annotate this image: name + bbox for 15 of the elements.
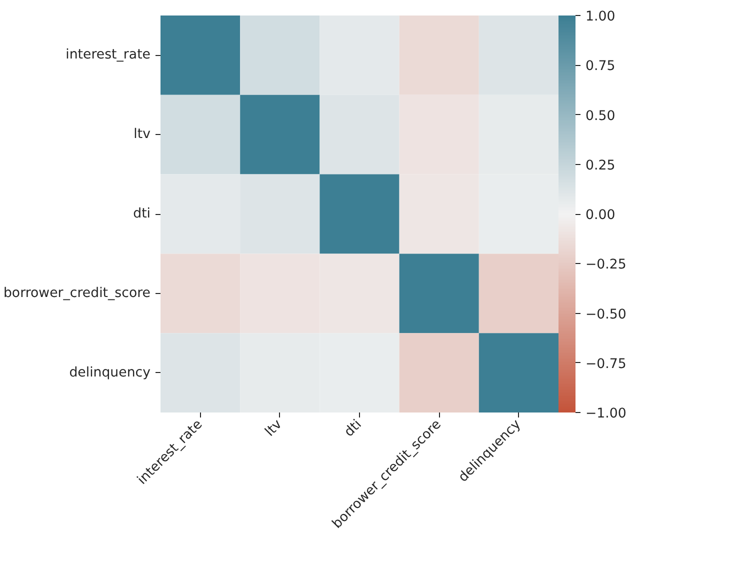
y-tick-label: borrower_credit_score	[3, 286, 151, 301]
color-bar-label: −1.00	[586, 406, 626, 422]
color-bar-label: 0.75	[586, 59, 616, 74]
x-tick-label: ltv	[262, 417, 286, 440]
color-bar-label: −0.50	[586, 307, 626, 322]
color-bar-label: −0.25	[586, 258, 626, 273]
y-tick-label: dti	[133, 206, 150, 222]
y-tick-label: interest_rate	[66, 48, 151, 63]
y-tick-label: ltv	[134, 127, 151, 142]
color-bar-label: 0.50	[586, 108, 616, 124]
color-bar-label: −0.75	[586, 356, 626, 372]
y-tick-label: delinquency	[69, 365, 151, 380]
color-bar-label: 0.25	[586, 158, 616, 174]
color-bar-label: 0.00	[586, 208, 616, 223]
color-bar-label: 1.00	[586, 10, 616, 24]
